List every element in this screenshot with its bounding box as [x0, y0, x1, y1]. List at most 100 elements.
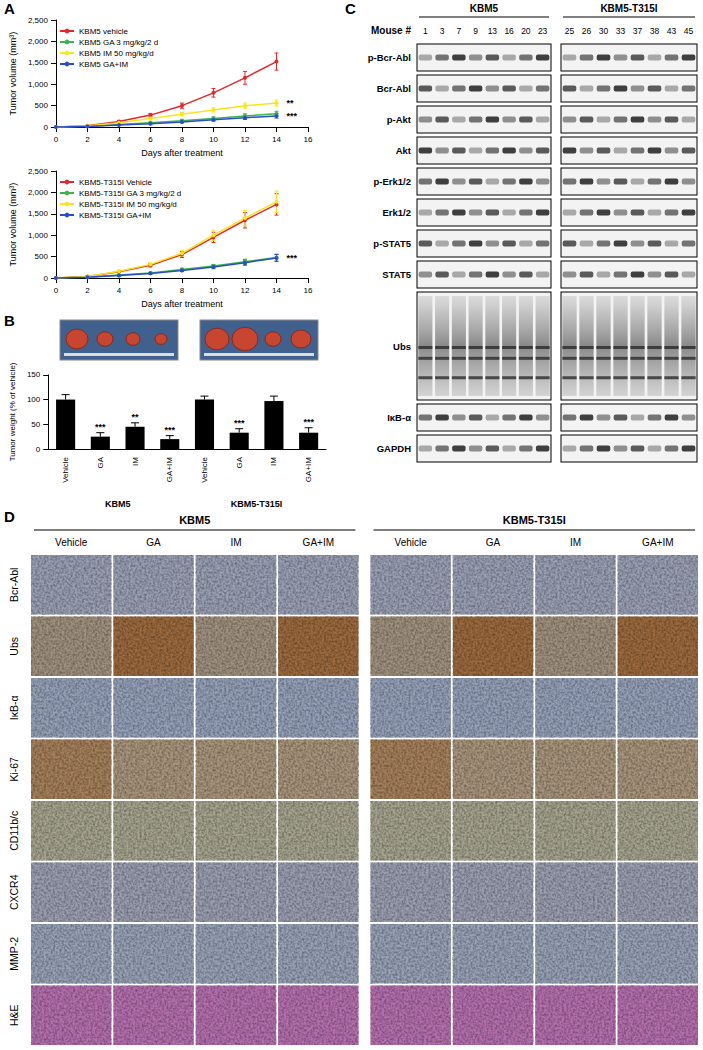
svg-text:***: ***	[303, 417, 314, 427]
svg-text:30: 30	[599, 26, 609, 36]
svg-text:0: 0	[54, 286, 59, 295]
svg-text:Akt: Akt	[396, 145, 412, 156]
svg-text:7: 7	[457, 26, 462, 36]
svg-text:KBM5: KBM5	[105, 499, 131, 509]
svg-text:14: 14	[272, 286, 281, 295]
svg-text:p-Akt: p-Akt	[387, 114, 412, 125]
svg-text:8: 8	[180, 135, 185, 144]
svg-text:6: 6	[148, 135, 153, 144]
svg-text:10: 10	[209, 286, 218, 295]
svg-text:500: 500	[35, 101, 49, 110]
svg-text:GA: GA	[486, 537, 501, 548]
svg-text:Ki-67: Ki-67	[8, 757, 20, 782]
svg-text:GA: GA	[96, 456, 105, 468]
svg-text:43: 43	[667, 26, 677, 36]
svg-text:16: 16	[304, 135, 313, 144]
svg-text:MMP-2: MMP-2	[8, 937, 20, 971]
svg-text:1,500: 1,500	[28, 58, 49, 67]
svg-text:2,000: 2,000	[28, 37, 49, 46]
svg-text:IM: IM	[230, 537, 241, 548]
svg-text:***: ***	[95, 422, 106, 432]
svg-text:0: 0	[36, 445, 41, 454]
svg-text:25: 25	[565, 26, 575, 36]
svg-text:H&E: H&E	[8, 1005, 20, 1027]
svg-text:1: 1	[423, 26, 428, 36]
svg-text:KBM5 vehicle: KBM5 vehicle	[79, 27, 128, 36]
svg-text:0: 0	[43, 123, 48, 132]
svg-text:4: 4	[117, 286, 122, 295]
svg-text:KBM5-T315I: KBM5-T315I	[231, 499, 283, 509]
svg-text:IM: IM	[570, 537, 581, 548]
svg-text:0: 0	[54, 135, 59, 144]
svg-text:***: ***	[286, 111, 297, 121]
svg-text:CXCR4: CXCR4	[8, 874, 20, 910]
svg-text:Days after treatment: Days after treatment	[141, 148, 223, 158]
svg-text:Vehicle: Vehicle	[55, 537, 88, 548]
svg-text:33: 33	[616, 26, 626, 36]
svg-text:20: 20	[521, 26, 531, 36]
svg-text:14: 14	[272, 135, 281, 144]
svg-text:16: 16	[304, 286, 313, 295]
svg-text:2: 2	[85, 286, 90, 295]
svg-text:p-Erk1/2: p-Erk1/2	[374, 176, 412, 187]
svg-text:Ubs: Ubs	[8, 637, 20, 656]
svg-text:IκB-α: IκB-α	[387, 412, 411, 423]
svg-text:2,500: 2,500	[28, 16, 49, 25]
svg-text:Tumor weight (% of vehicle): Tumor weight (% of vehicle)	[8, 362, 17, 461]
svg-text:37: 37	[633, 26, 643, 36]
svg-text:IκB-α: IκB-α	[8, 695, 20, 720]
svg-text:1,000: 1,000	[28, 231, 49, 240]
svg-text:KBM5 IM 50 mg/kg/d: KBM5 IM 50 mg/kg/d	[79, 49, 154, 58]
svg-text:Vehicle: Vehicle	[395, 537, 428, 548]
svg-text:9: 9	[473, 26, 478, 36]
svg-text:KBM5 GA+IM: KBM5 GA+IM	[79, 60, 128, 69]
svg-text:GA: GA	[235, 456, 244, 468]
svg-text:Bcr-Abl: Bcr-Abl	[8, 568, 20, 602]
svg-text:150: 150	[27, 370, 41, 379]
svg-text:Tumor volume (mm³): Tumor volume (mm³)	[8, 32, 18, 116]
svg-text:1,000: 1,000	[28, 80, 49, 89]
svg-text:1,500: 1,500	[28, 209, 49, 218]
svg-text:16: 16	[504, 26, 514, 36]
svg-text:IM: IM	[269, 457, 278, 466]
svg-text:***: ***	[234, 418, 245, 428]
svg-text:100: 100	[27, 395, 41, 404]
svg-text:10: 10	[209, 135, 218, 144]
svg-text:Erk1/2: Erk1/2	[382, 207, 411, 218]
svg-text:KBM5-T315I GA 3 mg/kg/2 d: KBM5-T315I GA 3 mg/kg/2 d	[79, 189, 181, 198]
svg-text:8: 8	[180, 286, 185, 295]
svg-text:45: 45	[684, 26, 694, 36]
svg-text:CD11b/c: CD11b/c	[8, 811, 20, 851]
svg-text:3: 3	[440, 26, 445, 36]
svg-text:Mouse #: Mouse #	[371, 25, 411, 36]
svg-text:**: **	[286, 98, 294, 108]
svg-text:***: ***	[286, 253, 297, 263]
svg-text:26: 26	[582, 26, 592, 36]
svg-text:38: 38	[650, 26, 660, 36]
svg-text:50: 50	[31, 420, 40, 429]
svg-text:Tumor volume (mm³): Tumor volume (mm³)	[8, 183, 18, 267]
svg-text:Vehicle: Vehicle	[61, 456, 70, 482]
svg-text:GA+IM: GA+IM	[304, 457, 313, 482]
svg-text:STAT5: STAT5	[382, 269, 411, 280]
svg-text:KBM5-T315I: KBM5-T315I	[503, 514, 566, 526]
svg-text:IM: IM	[131, 457, 140, 466]
svg-text:GA: GA	[146, 537, 161, 548]
svg-text:Bcr-Abl: Bcr-Abl	[377, 83, 411, 94]
svg-text:2,000: 2,000	[28, 188, 49, 197]
svg-text:p-STAT5: p-STAT5	[373, 238, 411, 249]
svg-text:13: 13	[488, 26, 498, 36]
svg-text:***: ***	[165, 425, 176, 435]
svg-text:12: 12	[241, 135, 250, 144]
svg-text:GA+IM: GA+IM	[165, 457, 174, 482]
svg-text:23: 23	[538, 26, 548, 36]
svg-text:KBM5-T315I GA+IM: KBM5-T315I GA+IM	[79, 211, 152, 220]
svg-text:2: 2	[85, 135, 90, 144]
svg-text:KBM5: KBM5	[179, 514, 210, 526]
svg-text:**: **	[132, 412, 140, 422]
svg-text:KBM5-T315I Vehicle: KBM5-T315I Vehicle	[79, 178, 152, 187]
svg-text:12: 12	[241, 286, 250, 295]
svg-text:Ubs: Ubs	[393, 341, 411, 352]
svg-text:GA+IM: GA+IM	[642, 537, 673, 548]
svg-text:p-Bcr-Abl: p-Bcr-Abl	[368, 52, 411, 63]
